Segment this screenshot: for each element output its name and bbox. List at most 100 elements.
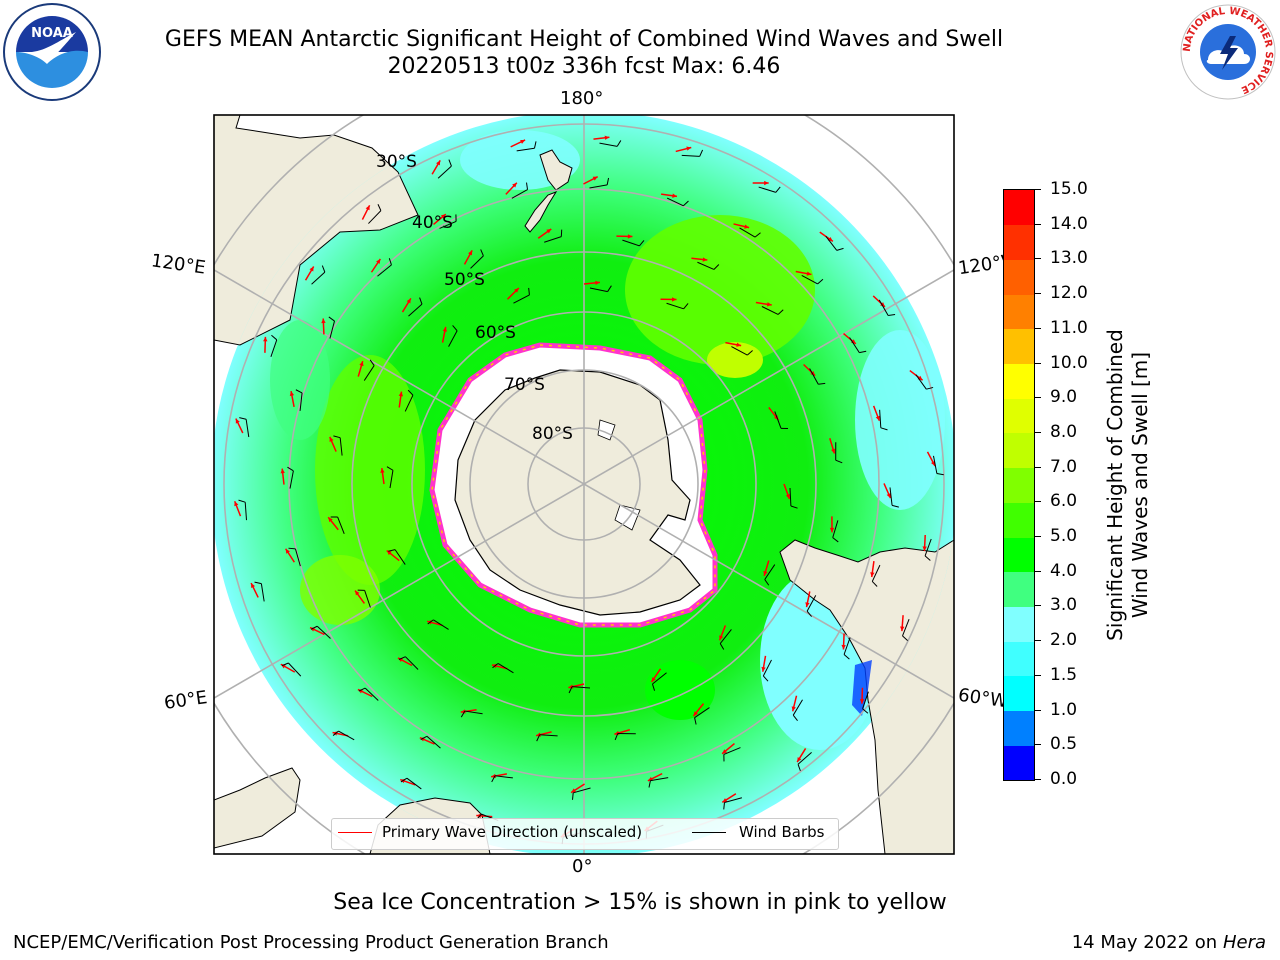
wave-arrow bbox=[660, 297, 677, 302]
wave-arrow bbox=[926, 451, 936, 467]
wave-arrow bbox=[327, 516, 339, 531]
colorbar bbox=[1003, 189, 1035, 781]
wave-arrow bbox=[721, 742, 735, 755]
wind-barb bbox=[933, 455, 944, 476]
wind-barb bbox=[568, 686, 591, 694]
colorbar-tick-label: 0.0 bbox=[1050, 769, 1078, 789]
colorbar-segment bbox=[1004, 502, 1034, 538]
colorbar-segment bbox=[1004, 571, 1034, 607]
wind-barb bbox=[404, 389, 414, 412]
colorbar-tick-label: 1.5 bbox=[1050, 664, 1078, 685]
wind-barb bbox=[516, 141, 537, 152]
wave-arrow bbox=[763, 560, 770, 577]
wind-barb bbox=[377, 258, 392, 277]
wind-barb bbox=[544, 229, 563, 243]
wave-arrow bbox=[263, 336, 268, 353]
wave-arrow bbox=[870, 561, 875, 578]
footer-branch: NCEP/EMC/Verification Post Processing Pr… bbox=[13, 932, 609, 953]
wave-arrow bbox=[370, 258, 381, 273]
wave-arrow bbox=[463, 249, 473, 265]
wave-arrow bbox=[329, 436, 337, 452]
wave-arrow bbox=[692, 703, 705, 717]
sea-ice-note: Sea Ice Concentration > 15% is shown in … bbox=[333, 890, 947, 915]
wind-barb bbox=[368, 204, 382, 224]
wind-barb bbox=[862, 691, 869, 714]
colorbar-tick-label: 9.0 bbox=[1050, 387, 1078, 408]
lat-label-50s: 50°S bbox=[444, 270, 485, 290]
colorbar-tick-label: 3.0 bbox=[1050, 595, 1078, 616]
colorbar-segment bbox=[1004, 328, 1034, 365]
wave-arrow bbox=[791, 695, 798, 712]
wave-arrow bbox=[675, 146, 692, 153]
colorbar-tick bbox=[1034, 605, 1041, 607]
wind-barb bbox=[511, 182, 529, 199]
wind-barb bbox=[731, 346, 753, 356]
wind-barb bbox=[758, 186, 781, 193]
wave-arrow bbox=[872, 405, 881, 422]
wave-arrow bbox=[718, 625, 727, 641]
lon-label-0: 0° bbox=[572, 856, 593, 877]
wind-barb bbox=[328, 316, 335, 339]
wave-arrow bbox=[505, 182, 518, 195]
colorbar-tick bbox=[1034, 709, 1041, 711]
colorbar-tick bbox=[1034, 397, 1041, 399]
lat-label-30s: 30°S bbox=[376, 152, 417, 172]
wind-barb bbox=[333, 435, 343, 456]
wind-barb bbox=[254, 581, 265, 602]
wind-barb bbox=[719, 629, 732, 650]
wave-arrow bbox=[795, 270, 812, 276]
colorbar-segment bbox=[1004, 259, 1034, 295]
wind-barb bbox=[835, 442, 843, 464]
colorbar-tick bbox=[1034, 744, 1041, 746]
colorbar-tick bbox=[1034, 258, 1041, 260]
wind-barbs-legend-label: Wind Barbs bbox=[739, 823, 825, 841]
wave-arrow bbox=[614, 729, 630, 736]
wind-barb bbox=[697, 261, 720, 270]
wind-barb bbox=[651, 672, 667, 691]
wind-barb bbox=[357, 589, 371, 608]
new-zealand-north bbox=[539, 149, 573, 191]
wave-arrow bbox=[401, 298, 412, 313]
colorbar-segment bbox=[1004, 190, 1034, 226]
wind-barb bbox=[270, 334, 278, 357]
colorbar-tick bbox=[1034, 466, 1041, 468]
wave-arrow bbox=[354, 590, 366, 604]
wind-barb bbox=[666, 197, 689, 207]
wave-arrow bbox=[733, 223, 750, 229]
wave-arrow bbox=[510, 139, 526, 148]
wave-arrow bbox=[805, 591, 811, 608]
wind-barb bbox=[572, 787, 591, 800]
wave-arrow bbox=[433, 213, 447, 226]
wind-barb bbox=[797, 752, 812, 772]
wind-barb bbox=[437, 159, 452, 179]
wind-barb bbox=[386, 466, 394, 489]
wave-arrow bbox=[900, 615, 905, 632]
wind-barb bbox=[681, 149, 704, 157]
wave-arrow bbox=[616, 234, 633, 239]
wave-arrow bbox=[691, 257, 708, 262]
lon-label-180: 180° bbox=[560, 88, 604, 109]
wind-barb bbox=[924, 538, 932, 561]
colorbar-tick-label: 1.0 bbox=[1050, 699, 1078, 720]
wind-barb bbox=[878, 299, 896, 317]
colorbar-tick bbox=[1034, 293, 1041, 295]
wave-arrow bbox=[361, 204, 371, 220]
wind-barb bbox=[774, 411, 789, 429]
wave-arrow bbox=[783, 483, 791, 500]
wind-barb bbox=[288, 547, 301, 567]
wave-arrow bbox=[647, 772, 663, 782]
colorbar-tick-label: 10.0 bbox=[1050, 352, 1088, 373]
wave-arrow bbox=[250, 582, 259, 598]
colorbar-tick bbox=[1034, 431, 1041, 433]
colorbar-tick bbox=[1034, 674, 1041, 676]
wind-barb bbox=[439, 214, 457, 229]
colorbar-segment bbox=[1004, 294, 1034, 330]
wave-arrow bbox=[235, 418, 244, 434]
wave-arrow bbox=[721, 793, 737, 803]
wind-barbs-swatch bbox=[692, 832, 726, 833]
wave-arrow bbox=[570, 783, 585, 794]
noaa-logo: NOAA bbox=[3, 3, 101, 101]
wave-arrow bbox=[725, 341, 742, 347]
wind-barb bbox=[789, 487, 798, 509]
wind-barb bbox=[427, 619, 449, 630]
